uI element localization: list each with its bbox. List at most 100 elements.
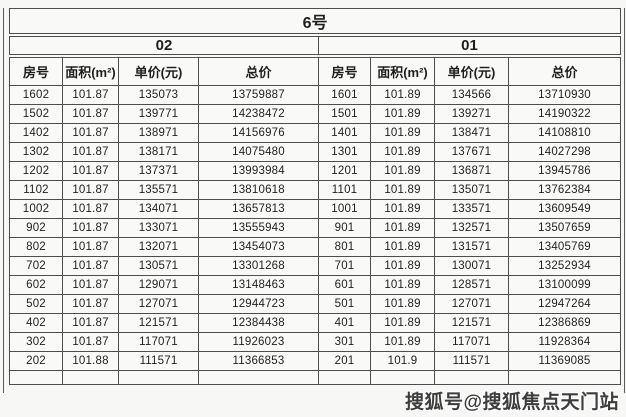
cell-room-01: 1601: [318, 85, 371, 105]
cell-room-02: 1502: [9, 104, 63, 124]
cell-total-price-01: 13609549: [507, 199, 622, 219]
col-header-area-02: 面积(m²): [62, 55, 119, 86]
cell-room-02: 302: [9, 332, 63, 352]
cell-unit-price-02: 135571: [118, 180, 199, 200]
table-row: 1002 101.87 134071 13657813 1001 101.89 133571…: [9, 199, 622, 219]
cell-area-02: 101.88: [62, 351, 119, 371]
cell-total-price-02: 14075480: [198, 142, 319, 162]
cell-area-02: 101.87: [62, 256, 119, 276]
cell-room-02: 502: [9, 294, 63, 314]
cell-total-price-01: 13405769: [507, 237, 622, 257]
cell-area-01: 101.89: [370, 275, 435, 295]
cell-room-01: [318, 370, 371, 385]
right-crop-line: [624, 8, 625, 393]
cell-unit-price-01: 128571: [434, 275, 509, 295]
cell-unit-price-01: 127071: [434, 294, 509, 314]
cell-unit-price-01: 130071: [434, 256, 509, 276]
cell-total-price-02: 13454073: [198, 237, 319, 257]
cell-area-02: [62, 370, 119, 385]
cell-total-price-02: 13555943: [198, 218, 319, 238]
cell-total-price-01: 12386869: [507, 313, 622, 333]
cell-room-01: 1401: [318, 123, 371, 143]
cell-total-price-02: 13301268: [198, 256, 319, 276]
cell-area-01: 101.89: [370, 104, 435, 124]
cell-unit-price-02: 135073: [118, 85, 199, 105]
col-header-unit-price-01: 单价(元): [434, 55, 509, 86]
cell-area-01: 101.89: [370, 161, 435, 181]
cell-total-price-01: 13762384: [507, 180, 622, 200]
cell-room-01: 601: [318, 275, 371, 295]
cell-area-02: 101.87: [62, 218, 119, 238]
cell-room-01: 1301: [318, 142, 371, 162]
cell-total-price-01: 12947264: [507, 294, 622, 314]
cell-unit-price-01: 132571: [434, 218, 509, 238]
cell-unit-price-02: 132071: [118, 237, 199, 257]
table-row: 702 101.87 130571 13301268 701 101.89 130071 13…: [9, 256, 622, 276]
cell-unit-price-02: 137371: [118, 161, 199, 181]
cell-area-01: 101.89: [370, 180, 435, 200]
cell-total-price-02: [198, 370, 319, 385]
table-head: 6号 02 01 房号 面积(m²) 单价(元) 总价 房号 面积(m²) 单价…: [8, 8, 622, 86]
cell-unit-price-02: 127071: [118, 294, 199, 314]
col-header-unit-price-02: 单价(元): [118, 55, 199, 86]
cell-room-01: 1201: [318, 161, 371, 181]
cell-unit-price-01: 139271: [434, 104, 509, 124]
cell-room-01: 301: [318, 332, 371, 352]
watermark: 搜狐号@搜狐焦点天门站: [404, 392, 619, 413]
cell-area-01: 101.89: [370, 199, 435, 219]
cell-unit-price-02: 133071: [118, 218, 199, 238]
cell-total-price-02: 12944723: [198, 294, 319, 314]
table-row: 1202 101.87 137371 13993984 1201 101.89 136871…: [9, 161, 622, 181]
cell-unit-price-02: 139771: [118, 104, 199, 124]
cell-total-price-01: 11369085: [507, 351, 622, 371]
unit-row: 02 01: [9, 34, 622, 58]
table-row: 1502 101.87 139771 14238472 1501 101.89 139271…: [9, 104, 622, 124]
cell-room-02: 1602: [9, 85, 63, 105]
cell-total-price-01: 13710930: [507, 85, 622, 105]
cell-room-01: 1101: [318, 180, 371, 200]
cell-unit-price-02: 111571: [118, 351, 199, 371]
cell-area-01: 101.89: [370, 294, 435, 314]
cell-total-price-02: 13810618: [198, 180, 319, 200]
col-header-total-price-02: 总价: [198, 55, 319, 86]
cell-total-price-02: 13759887: [198, 85, 319, 105]
cell-area-01: 101.89: [370, 123, 435, 143]
cell-room-02: 802: [9, 237, 63, 257]
cell-area-01: [370, 370, 435, 385]
table-row: 802 101.87 132071 13454073 801 101.89 131571 13…: [9, 237, 622, 257]
cell-total-price-01: 14190322: [507, 104, 622, 124]
table-row: [9, 370, 622, 385]
cell-room-02: 1202: [9, 161, 63, 181]
cell-total-price-02: 13148463: [198, 275, 319, 295]
table-row: 402 101.87 121571 12384438 401 101.89 121571 12…: [9, 313, 622, 333]
cell-unit-price-01: 121571: [434, 313, 509, 333]
cell-total-price-02: 13657813: [198, 199, 319, 219]
cell-area-02: 101.87: [62, 275, 119, 295]
cell-area-01: 101.89: [370, 237, 435, 257]
table-body: 1602 101.87 135073 13759887 1601 101.89 134566…: [9, 85, 622, 385]
cell-unit-price-02: 130571: [118, 256, 199, 276]
col-header-area-01: 面积(m²): [370, 55, 435, 86]
cell-total-price-01: 13100099: [507, 275, 622, 295]
cell-total-price-01: 13945786: [507, 161, 622, 181]
table-row: 1302 101.87 138171 14075480 1301 101.89 137671…: [9, 142, 622, 162]
cell-room-01: 701: [318, 256, 371, 276]
cell-room-01: 901: [318, 218, 371, 238]
cell-room-01: 801: [318, 237, 371, 257]
cell-room-02: 202: [9, 351, 63, 371]
building-row: 6号: [8, 8, 622, 37]
cell-room-02: 1102: [9, 180, 63, 200]
cell-total-price-02: 14156976: [198, 123, 319, 143]
cell-unit-price-01: 131571: [434, 237, 509, 257]
cell-room-02: 702: [9, 256, 63, 276]
table-row: 1402 101.87 138971 14156976 1401 101.89 138471…: [9, 123, 622, 143]
cell-total-price-02: 11366853: [198, 351, 319, 371]
cell-area-02: 101.87: [62, 180, 119, 200]
cell-unit-price-01: 133571: [434, 199, 509, 219]
cell-total-price-01: [507, 370, 622, 385]
cell-area-01: 101.89: [370, 218, 435, 238]
cell-area-02: 101.87: [62, 237, 119, 257]
cell-room-01: 201: [318, 351, 371, 371]
column-header-row: 房号 面积(m²) 单价(元) 总价 房号 面积(m²) 单价(元) 总价: [9, 55, 622, 86]
cell-unit-price-01: 137671: [434, 142, 509, 162]
